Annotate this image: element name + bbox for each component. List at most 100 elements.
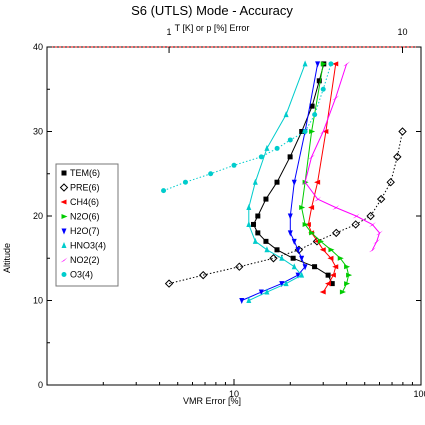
legend-entry: NO2(2) bbox=[70, 255, 100, 265]
marker-star bbox=[301, 179, 309, 185]
marker-square bbox=[255, 213, 261, 219]
marker-triangle-left bbox=[319, 247, 326, 253]
top-x-tick-label: 1 bbox=[167, 27, 172, 37]
marker-triangle-up bbox=[61, 242, 67, 248]
marker-triangle-down bbox=[279, 281, 285, 288]
marker-triangle-down bbox=[302, 264, 308, 271]
marker-triangle-up bbox=[246, 297, 252, 303]
marker-triangle-left bbox=[322, 129, 329, 134]
axis-ticks: 0 10 20 30 40 10 100 1 10 bbox=[33, 27, 425, 399]
legend: TEM(6) PRE(6) CH4(6) N2O(6) H2O(7) HNO3(4) NO2… bbox=[55, 163, 119, 287]
marker-square bbox=[263, 238, 269, 244]
marker-circle bbox=[302, 129, 308, 134]
marker-triangle-down bbox=[239, 298, 245, 304]
marker-star bbox=[368, 221, 376, 227]
marker-triangle-right bbox=[309, 230, 316, 236]
marker-diamond bbox=[269, 254, 278, 263]
marker-triangle-right bbox=[61, 214, 68, 219]
marker-star bbox=[368, 247, 376, 253]
marker-diamond bbox=[59, 183, 69, 192]
marker-triangle-right bbox=[337, 255, 344, 261]
x-tick-label: 100 bbox=[413, 389, 425, 399]
marker-triangle-left bbox=[327, 255, 334, 261]
marker-triangle-up bbox=[279, 254, 285, 261]
marker-triangle-down bbox=[291, 179, 297, 186]
marker-triangle-up bbox=[283, 111, 289, 118]
series-line bbox=[163, 63, 332, 192]
marker-diamond bbox=[198, 270, 208, 280]
marker-square bbox=[274, 247, 280, 253]
marker-triangle-right bbox=[320, 61, 327, 67]
marker-triangle-right bbox=[344, 281, 351, 287]
marker-square bbox=[255, 230, 261, 236]
marker-triangle-down bbox=[61, 228, 67, 235]
marker-star bbox=[376, 230, 384, 236]
y-tick-label: 30 bbox=[33, 127, 43, 137]
series-line bbox=[168, 131, 403, 285]
marker-triangle-right bbox=[299, 205, 306, 211]
marker-triangle-right bbox=[309, 129, 316, 134]
legend-box bbox=[55, 163, 119, 287]
marker-triangle-down bbox=[315, 61, 321, 68]
marker-diamond bbox=[386, 177, 395, 187]
marker-square bbox=[263, 196, 269, 202]
marker-triangle-right bbox=[346, 272, 353, 278]
marker-triangle-left bbox=[332, 264, 339, 270]
marker-star bbox=[373, 238, 381, 244]
y-tick-label: 0 bbox=[38, 380, 43, 390]
marker-star bbox=[319, 129, 327, 134]
marker-square bbox=[61, 170, 67, 176]
series-hno3-4- bbox=[246, 60, 308, 303]
series-pre-6- bbox=[164, 127, 407, 288]
marker-triangle-down bbox=[287, 230, 293, 237]
marker-star bbox=[343, 61, 351, 67]
y-tick-label: 10 bbox=[33, 296, 43, 306]
marker-diamond bbox=[332, 228, 341, 238]
marker-triangle-up bbox=[264, 246, 270, 253]
marker-square bbox=[287, 154, 293, 160]
marker-triangle-up bbox=[264, 288, 270, 295]
marker-triangle-up bbox=[246, 204, 252, 211]
marker-triangle-right bbox=[302, 221, 309, 227]
marker-triangle-up bbox=[302, 60, 308, 67]
series-line bbox=[248, 63, 306, 301]
marker-triangle-right bbox=[328, 247, 335, 253]
marker-triangle-up bbox=[252, 237, 258, 244]
marker-circle bbox=[287, 137, 293, 143]
marker-circle bbox=[231, 162, 237, 168]
legend-entry: CH4(6) bbox=[70, 197, 99, 207]
marker-triangle-left bbox=[329, 272, 336, 278]
marker-diamond bbox=[351, 220, 360, 229]
marker-triangle-up bbox=[299, 271, 305, 278]
marker-triangle-down bbox=[258, 289, 264, 296]
marker-circle bbox=[61, 272, 67, 277]
marker-triangle-left bbox=[319, 289, 326, 295]
marker-diamond bbox=[393, 152, 402, 162]
y-tick-label: 20 bbox=[33, 211, 43, 221]
marker-star bbox=[314, 196, 322, 202]
marker-triangle-right bbox=[317, 238, 324, 244]
marker-square bbox=[299, 129, 305, 134]
legend-entry: H2O(7) bbox=[70, 226, 100, 236]
top-x-tick-label: 10 bbox=[398, 27, 408, 37]
marker-triangle-left bbox=[60, 199, 67, 205]
chart-title: S6 (UTLS) Mode - Accuracy bbox=[131, 3, 293, 18]
marker-circle bbox=[258, 154, 264, 160]
marker-triangle-down bbox=[295, 272, 301, 279]
marker-triangle-right bbox=[339, 289, 346, 295]
marker-triangle-up bbox=[246, 220, 252, 227]
marker-triangle-down bbox=[287, 213, 293, 220]
marker-star bbox=[352, 213, 360, 219]
marker-triangle-up bbox=[252, 178, 258, 185]
marker-star bbox=[332, 205, 340, 211]
marker-square bbox=[329, 281, 335, 287]
y-axis-label: Altitude bbox=[2, 243, 12, 273]
marker-star bbox=[60, 257, 68, 263]
marker-diamond bbox=[164, 279, 174, 288]
legend-entry: O3(4) bbox=[70, 270, 93, 280]
marker-triangle-down bbox=[295, 247, 301, 254]
y-tick-label: 40 bbox=[33, 42, 43, 52]
marker-circle bbox=[208, 171, 214, 177]
